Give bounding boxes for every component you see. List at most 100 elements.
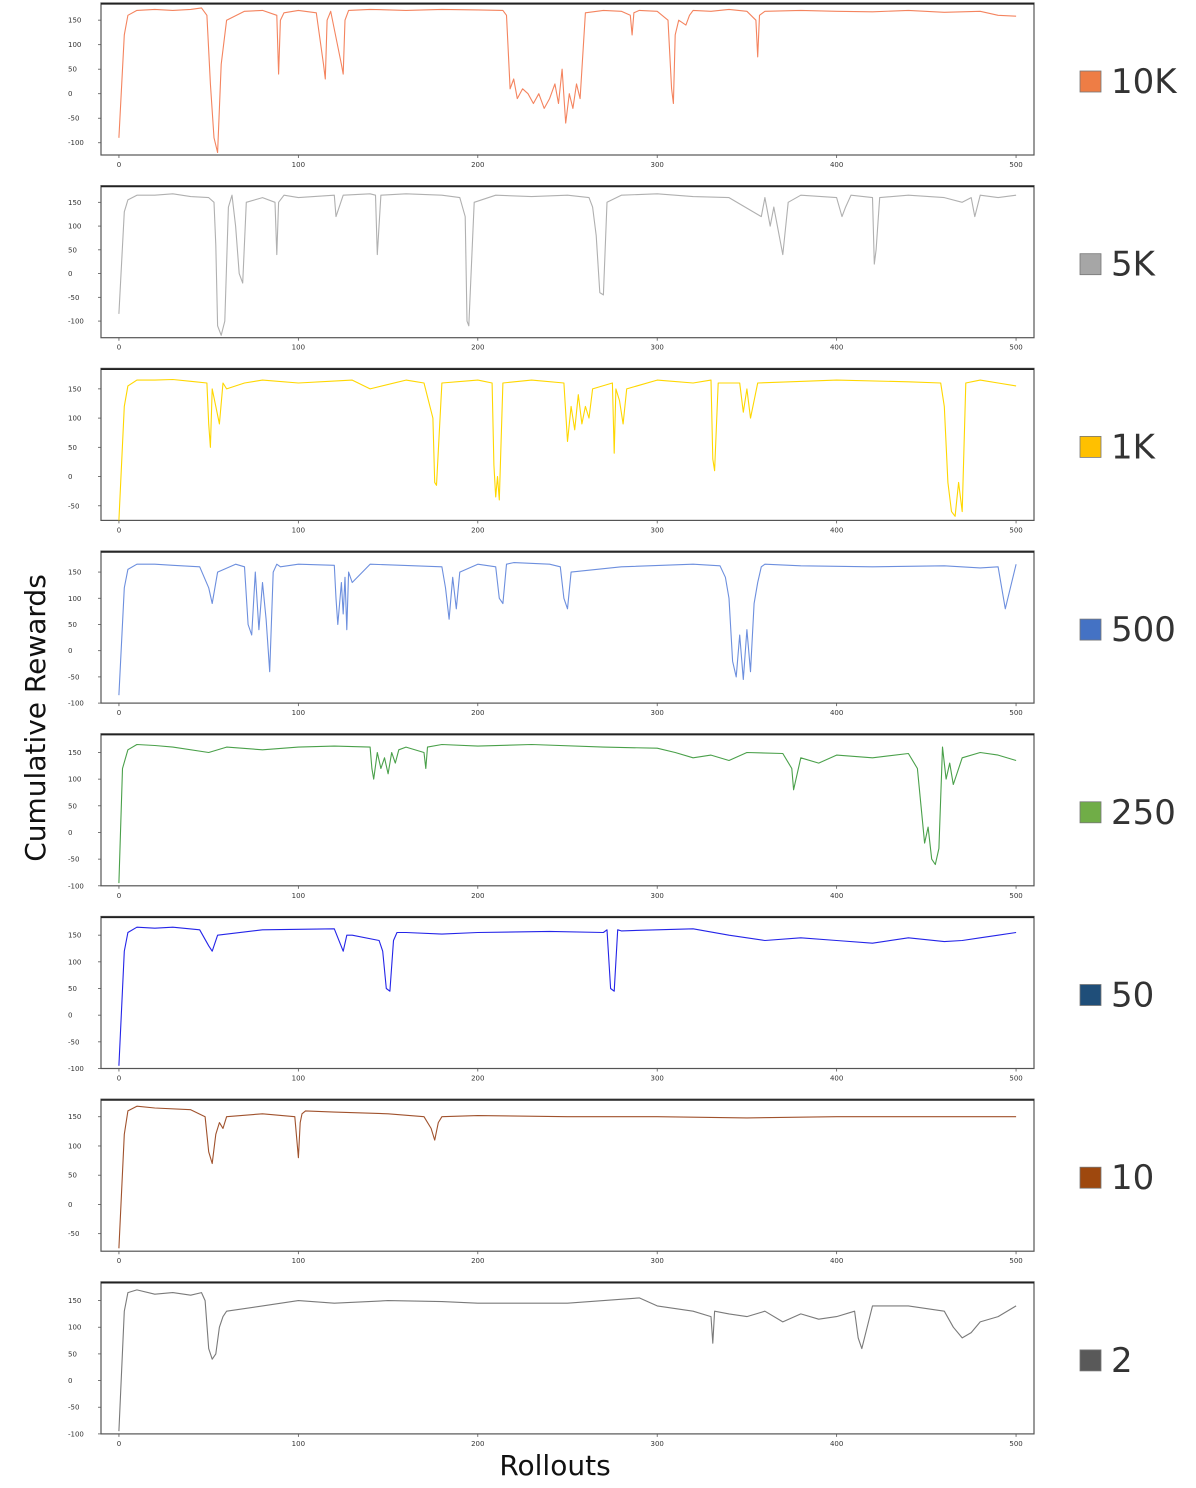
y-tick-label: -50 (68, 502, 79, 510)
y-tick-label: -100 (68, 1065, 84, 1073)
x-tick-label: 400 (830, 892, 843, 900)
x-tick-label: 500 (1009, 709, 1022, 717)
series-line-10K (118, 7, 1017, 154)
x-tick-label: 300 (651, 709, 664, 717)
x-tick-label: 100 (292, 344, 305, 352)
y-tick-label: -50 (68, 1038, 79, 1046)
y-tick-label: -100 (68, 139, 84, 147)
x-tick-label: 0 (117, 1440, 121, 1448)
x-tick-label: 400 (830, 161, 843, 169)
panel-frame (100, 550, 1035, 704)
y-tick-label: 50 (68, 246, 77, 254)
y-tick-label: 150 (68, 385, 81, 393)
x-tick-label: 200 (471, 892, 484, 900)
panel-frame (100, 915, 1035, 1070)
y-tick-label: 50 (68, 621, 77, 629)
y-tick-label: 100 (68, 1324, 81, 1332)
y-tick-label: 50 (68, 1172, 77, 1180)
series-line-500 (118, 562, 1017, 696)
y-tick-label: 150 (68, 1113, 81, 1121)
y-tick-label: 150 (68, 199, 81, 207)
x-tick-label: 500 (1009, 344, 1022, 352)
y-tick-label: 150 (68, 569, 81, 577)
y-tick-label: 0 (68, 647, 72, 655)
legend-swatch (1079, 1166, 1102, 1189)
y-tick-label: 100 (68, 41, 81, 49)
y-tick-label: 100 (68, 223, 81, 231)
y-tick-label: 150 (68, 17, 81, 25)
x-tick-label: 400 (830, 1257, 843, 1265)
x-tick-label: 100 (292, 1257, 305, 1265)
x-axis-title: Rollouts (499, 1449, 610, 1482)
legend-swatch (1079, 435, 1102, 458)
x-tick-label: 500 (1009, 161, 1022, 169)
x-tick-label: 500 (1009, 892, 1022, 900)
x-tick-label: 200 (471, 709, 484, 717)
x-tick-label: 0 (117, 526, 121, 534)
x-tick-label: 500 (1009, 1075, 1022, 1083)
series-line-1K (118, 378, 1017, 521)
x-tick-label: 200 (471, 1257, 484, 1265)
y-tick-label: 0 (68, 90, 72, 98)
y-tick-label: 50 (68, 66, 77, 74)
panel-frame (100, 2, 1035, 156)
legend-label: 10 (1111, 1158, 1154, 1198)
x-tick-label: 200 (471, 1440, 484, 1448)
panel-frame (100, 185, 1035, 339)
legend-label: 50 (1111, 976, 1154, 1016)
x-tick-label: 100 (292, 526, 305, 534)
y-tick-label: 50 (68, 802, 77, 810)
x-tick-label: 100 (292, 1440, 305, 1448)
x-tick-label: 300 (651, 1257, 664, 1265)
y-tick-label: 0 (68, 1012, 72, 1020)
series-line-10 (118, 1105, 1017, 1249)
y-tick-label: 100 (68, 958, 81, 966)
y-tick-label: 0 (68, 1377, 72, 1385)
y-tick-label: 0 (68, 473, 72, 481)
y-tick-label: -100 (68, 318, 84, 326)
y-tick-label: 150 (68, 1297, 81, 1305)
x-tick-label: 400 (830, 1075, 843, 1083)
x-tick-label: 100 (292, 892, 305, 900)
x-tick-label: 0 (117, 1075, 121, 1083)
legend-label: 2 (1111, 1341, 1133, 1381)
x-tick-label: 400 (830, 709, 843, 717)
y-tick-label: 0 (68, 829, 72, 837)
y-tick-label: -50 (68, 1404, 79, 1412)
y-tick-label: -100 (68, 700, 84, 708)
y-tick-label: -100 (68, 1430, 84, 1438)
y-tick-label: -50 (68, 115, 79, 123)
y-tick-label: 100 (68, 1142, 81, 1150)
x-tick-label: 300 (651, 892, 664, 900)
legend-swatch (1079, 618, 1102, 641)
x-tick-label: 200 (471, 1075, 484, 1083)
x-tick-label: 300 (651, 1440, 664, 1448)
y-tick-label: -50 (68, 1230, 79, 1238)
x-tick-label: 0 (117, 161, 121, 169)
y-tick-label: 50 (68, 444, 77, 452)
panel-frame (100, 367, 1035, 521)
y-tick-label: 100 (68, 776, 81, 784)
legend-swatch (1079, 984, 1102, 1006)
y-tick-label: 150 (68, 932, 81, 940)
x-tick-label: 0 (117, 344, 121, 352)
x-tick-label: 500 (1009, 1440, 1022, 1448)
legend-swatch (1079, 801, 1102, 824)
x-tick-label: 400 (830, 344, 843, 352)
x-tick-label: 200 (471, 526, 484, 534)
legend-label: 10K (1111, 62, 1178, 102)
y-tick-label: -50 (68, 673, 79, 681)
x-tick-label: 300 (651, 344, 664, 352)
y-tick-label: -50 (68, 294, 79, 302)
x-tick-label: 300 (651, 526, 664, 534)
x-tick-label: 100 (292, 161, 305, 169)
y-tick-label: 150 (68, 749, 81, 757)
